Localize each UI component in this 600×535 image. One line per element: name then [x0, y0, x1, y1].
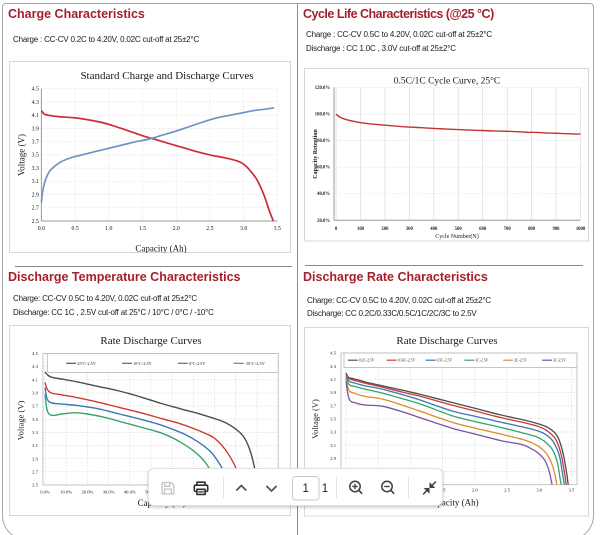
svg-text:2.9: 2.9 [31, 192, 38, 198]
svg-text:0.33C-2.5V: 0.33C-2.5V [398, 359, 416, 363]
svg-text:4.3: 4.3 [32, 364, 38, 369]
svg-text:100.0%: 100.0% [315, 113, 331, 118]
svg-text:3.7: 3.7 [32, 403, 38, 408]
svg-text:300: 300 [406, 227, 414, 232]
svg-text:4.5: 4.5 [330, 351, 336, 356]
svg-text:1: 1 [321, 483, 327, 495]
svg-text:700: 700 [504, 227, 512, 232]
svg-text:3.7: 3.7 [330, 403, 336, 408]
svg-text:0.5C-2.5V: 0.5C-2.5V [437, 359, 453, 363]
svg-text:60.0%: 60.0% [317, 166, 330, 171]
svg-text:10.0%: 10.0% [60, 489, 72, 494]
svg-text:4.1: 4.1 [32, 377, 38, 382]
svg-text:2.7: 2.7 [31, 205, 38, 211]
svg-text:600: 600 [479, 227, 487, 232]
svg-text:3.9: 3.9 [32, 390, 38, 395]
svg-text:2.9: 2.9 [32, 456, 38, 461]
svg-text:1.0: 1.0 [105, 226, 112, 232]
svg-text:2C-2.5V: 2C-2.5V [514, 359, 527, 363]
svg-text:Capacity Retention: Capacity Retention [313, 129, 319, 179]
svg-text:0.5: 0.5 [71, 226, 78, 232]
svg-text:2.0: 2.0 [472, 487, 478, 492]
svg-text:2.5: 2.5 [206, 226, 213, 232]
svg-text:1.5: 1.5 [440, 487, 446, 492]
svg-text:Rate Discharge Curves: Rate Discharge Curves [100, 335, 201, 347]
svg-text:1C-2.5V: 1C-2.5V [475, 359, 488, 363]
svg-text:4.3: 4.3 [31, 99, 38, 105]
svg-text:3.5: 3.5 [31, 152, 38, 158]
svg-text:Standard Charge and Discharge: Standard Charge and Discharge Curves [80, 70, 253, 82]
svg-text:3.5: 3.5 [32, 416, 38, 421]
svg-text:3C-2.5V: 3C-2.5V [553, 359, 566, 363]
svg-text:200: 200 [381, 227, 389, 232]
svg-text:2.5: 2.5 [32, 482, 38, 487]
svg-text:40.0%: 40.0% [317, 192, 330, 197]
svg-text:25°C-2.5V: 25°C-2.5V [77, 360, 97, 365]
svg-text:0.0%: 0.0% [40, 489, 50, 494]
svg-text:3.9: 3.9 [31, 126, 38, 132]
svg-text:Capacity (Ah): Capacity (Ah) [135, 243, 186, 253]
svg-text:0.2C-2.5V: 0.2C-2.5V [359, 359, 375, 363]
svg-text:Voltage (V): Voltage (V) [16, 133, 26, 175]
svg-text:4.3: 4.3 [330, 364, 336, 369]
svg-text:20.0%: 20.0% [317, 219, 330, 224]
svg-text:40.0%: 40.0% [123, 489, 135, 494]
svg-text:2.7: 2.7 [32, 469, 38, 474]
svg-text:3.1: 3.1 [32, 443, 38, 448]
svg-text:3.9: 3.9 [330, 390, 336, 395]
svg-text:3.5: 3.5 [569, 487, 575, 492]
svg-text:400: 400 [430, 227, 438, 232]
svg-text:3.3: 3.3 [330, 430, 336, 435]
svg-text:4.5: 4.5 [31, 86, 38, 92]
svg-text:1.5: 1.5 [138, 226, 145, 232]
svg-text:2.0: 2.0 [172, 226, 179, 232]
svg-text:3.5: 3.5 [273, 226, 280, 232]
svg-text:3.1: 3.1 [330, 443, 336, 448]
svg-text:500: 500 [455, 227, 463, 232]
svg-text:3.3: 3.3 [32, 430, 38, 435]
svg-text:2.5: 2.5 [504, 487, 510, 492]
svg-text:30.0%: 30.0% [102, 489, 114, 494]
svg-text:-10°C-2.5V: -10°C-2.5V [244, 360, 265, 365]
svg-text:Voltage (V): Voltage (V) [310, 399, 320, 439]
svg-text:20.0%: 20.0% [81, 489, 93, 494]
svg-text:1000: 1000 [576, 227, 586, 232]
svg-text:3.0: 3.0 [239, 226, 246, 232]
svg-text:4.1: 4.1 [31, 113, 38, 119]
svg-text:80.0%: 80.0% [317, 139, 330, 144]
svg-text:0.0: 0.0 [37, 226, 44, 232]
svg-text:120.0%: 120.0% [315, 86, 331, 91]
svg-text:Capacity (Ah): Capacity (Ah) [427, 498, 478, 508]
svg-text:800: 800 [528, 227, 536, 232]
svg-text:4.5: 4.5 [32, 351, 38, 356]
svg-text:Voltage (V): Voltage (V) [15, 400, 25, 440]
svg-text:Cycle Number(N): Cycle Number(N) [435, 233, 479, 240]
svg-text:900: 900 [552, 227, 560, 232]
svg-text:2.9: 2.9 [330, 456, 336, 461]
svg-text:3.5: 3.5 [330, 416, 336, 421]
svg-text:3.1: 3.1 [31, 179, 38, 185]
svg-text:3.0: 3.0 [536, 487, 542, 492]
svg-text:0°C-2.5V: 0°C-2.5V [188, 360, 206, 365]
svg-text:3.3: 3.3 [31, 165, 38, 171]
svg-text:Rate Discharge Curves: Rate Discharge Curves [396, 335, 497, 347]
svg-text:0.5C/1C Cycle Curve, 25°C: 0.5C/1C Cycle Curve, 25°C [394, 76, 500, 87]
svg-text:0: 0 [335, 227, 338, 232]
svg-text:4.1: 4.1 [330, 377, 336, 382]
svg-text:2.5: 2.5 [31, 218, 38, 224]
svg-text:10°C-2.5V: 10°C-2.5V [133, 360, 153, 365]
svg-text:3.7: 3.7 [31, 139, 38, 145]
svg-text:100: 100 [357, 227, 365, 232]
svg-text:1: 1 [302, 483, 308, 495]
